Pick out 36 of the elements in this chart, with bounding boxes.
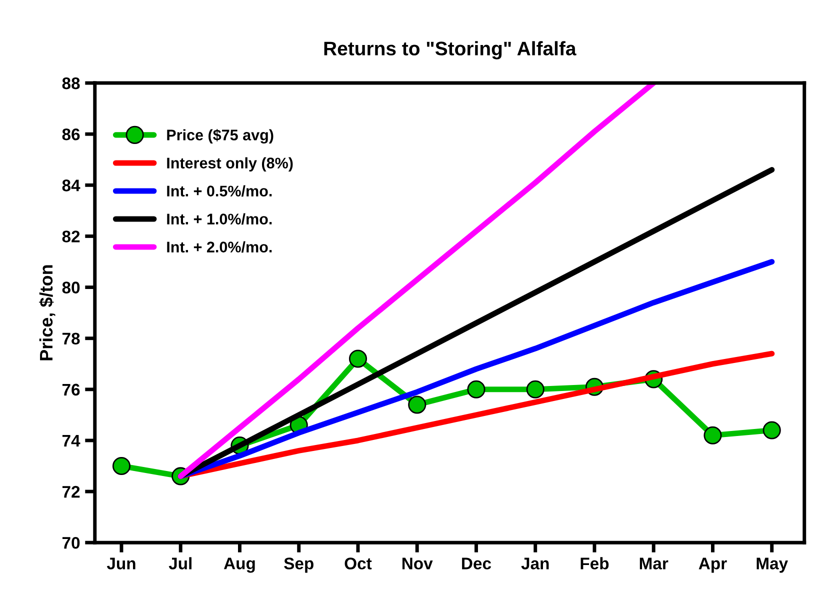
- y-axis-title: Price, $/ton: [39, 265, 56, 360]
- y-tick-label: 74: [62, 435, 80, 447]
- y-tick-label: 70: [62, 536, 80, 549]
- y-tick-label: 76: [62, 384, 80, 396]
- x-tick-label: Apr: [698, 558, 727, 573]
- x-tick-label: Oct: [344, 558, 372, 570]
- y-tick-label: 82: [62, 230, 80, 242]
- x-tick-label: Dec: [462, 558, 492, 570]
- legend-label: Price ($75 avg): [167, 128, 274, 144]
- x-tick-label: Jan: [521, 558, 549, 570]
- point: [467, 380, 486, 398]
- y-tick-label: 80: [62, 282, 80, 294]
- x-tick-label: Nov: [402, 558, 433, 570]
- chart-title: Returns to "Storing" Alfalfa: [324, 41, 576, 60]
- point: [348, 350, 368, 368]
- x-tick-label: Jun: [106, 558, 136, 570]
- x-tick-label: Aug: [224, 558, 255, 573]
- x-tick-label: Sep: [284, 558, 314, 573]
- point: [704, 426, 722, 444]
- x-tick-label: Mar: [640, 558, 668, 570]
- y-tick-label: 78: [62, 332, 80, 345]
- y-tick-label: 88: [62, 77, 80, 90]
- y-tick-label: 84: [62, 180, 80, 192]
- x-tick-label: Feb: [580, 557, 609, 570]
- x-tick-label: May: [756, 558, 788, 573]
- point: [112, 456, 131, 476]
- x-tick-label: Jul: [168, 557, 192, 570]
- y-tick-label: 86: [62, 128, 80, 140]
- legend-label: Interest only (8%): [167, 157, 293, 172]
- point: [762, 421, 781, 440]
- point: [408, 396, 426, 414]
- legend-label: Int. + 1.0%/mo.: [167, 213, 272, 225]
- point: [526, 380, 544, 398]
- y-tick-label: 72: [62, 486, 80, 498]
- legend-label: Int. + 0.5%/mo.: [167, 185, 272, 197]
- legend-label: Int. + 2.0%/mo.: [167, 241, 272, 253]
